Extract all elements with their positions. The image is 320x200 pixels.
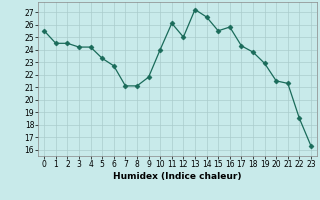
X-axis label: Humidex (Indice chaleur): Humidex (Indice chaleur)	[113, 172, 242, 181]
